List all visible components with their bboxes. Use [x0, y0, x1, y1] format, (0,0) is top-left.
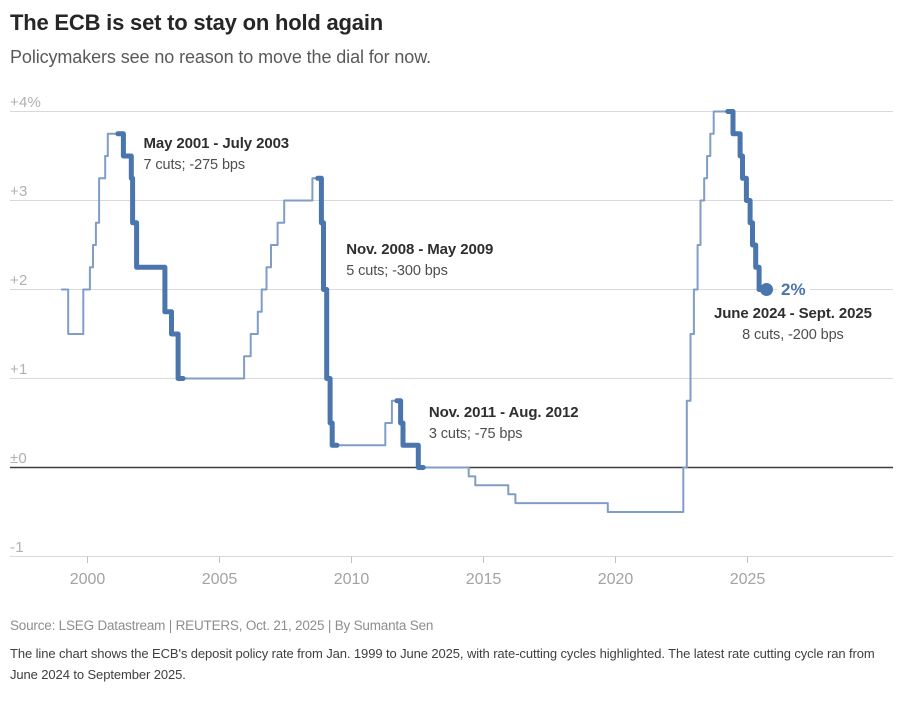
chart-area: +4% +3 +2 +1 ±0 -1 2000 2005 2010 2015 2020 2025 M… [0, 86, 915, 603]
rate-line-chart [10, 109, 893, 563]
y-axis-label: -1 [10, 538, 24, 556]
end-value-label: 2% [777, 278, 810, 301]
chart-description: The line chart shows the ECB's deposit p… [10, 646, 875, 682]
cycle-annotation: Nov. 2011 - Aug. 2012 3 cuts; -75 bps [429, 403, 579, 443]
page-title: The ECB is set to stay on hold again [10, 10, 383, 35]
y-axis-label: +4% [10, 93, 42, 111]
x-axis-label: 2025 [729, 570, 766, 588]
cycle-annotation-title: Nov. 2008 - May 2009 [346, 240, 494, 258]
source-line: Source: LSEG Datastream | REUTERS, Oct. … [10, 618, 434, 633]
cycle-annotation-title: June 2024 - Sept. 2025 [713, 304, 872, 322]
y-axis-label: +3 [10, 182, 28, 200]
cutting-cycle-line [394, 398, 426, 470]
cycle-annotation: Nov. 2008 - May 2009 5 cuts; -300 bps [346, 240, 493, 280]
end-point-dot [760, 283, 774, 296]
cycle-annotation: June 2024 - Sept. 2025 8 cuts, -200 bps [714, 304, 872, 344]
cycle-annotation: May 2001 - July 2003 7 cuts; -275 bps [143, 134, 289, 174]
x-axis-label: 2015 [465, 570, 502, 588]
y-axis-label: +2 [10, 271, 28, 289]
page-subtitle: Policymakers see no reason to move the d… [10, 47, 432, 67]
cycle-annotation-title: May 2001 - July 2003 [143, 134, 290, 152]
cycle-annotation-subtitle: 3 cuts; -75 bps [428, 426, 523, 443]
y-axis-label: ±0 [10, 449, 27, 467]
cutting-cycle-line [115, 131, 186, 381]
cycle-annotation-subtitle: 8 cuts, -200 bps [742, 326, 844, 343]
cutting-cycle-line [725, 109, 769, 292]
cycle-annotation-subtitle: 7 cuts; -275 bps [143, 156, 246, 173]
y-axis-label: +1 [10, 360, 28, 378]
x-axis-label: 2010 [333, 570, 370, 588]
cycle-annotation-title: Nov. 2011 - Aug. 2012 [428, 404, 579, 422]
x-axis-label: 2020 [597, 570, 634, 588]
cutting-cycle-line [315, 175, 340, 448]
cycle-annotation-subtitle: 5 cuts; -300 bps [346, 262, 448, 279]
x-axis-label: 2000 [69, 570, 106, 588]
cutting-cycle-highlights [115, 109, 769, 470]
x-axis-ticks [87, 556, 748, 563]
x-axis-label: 2005 [201, 570, 238, 588]
